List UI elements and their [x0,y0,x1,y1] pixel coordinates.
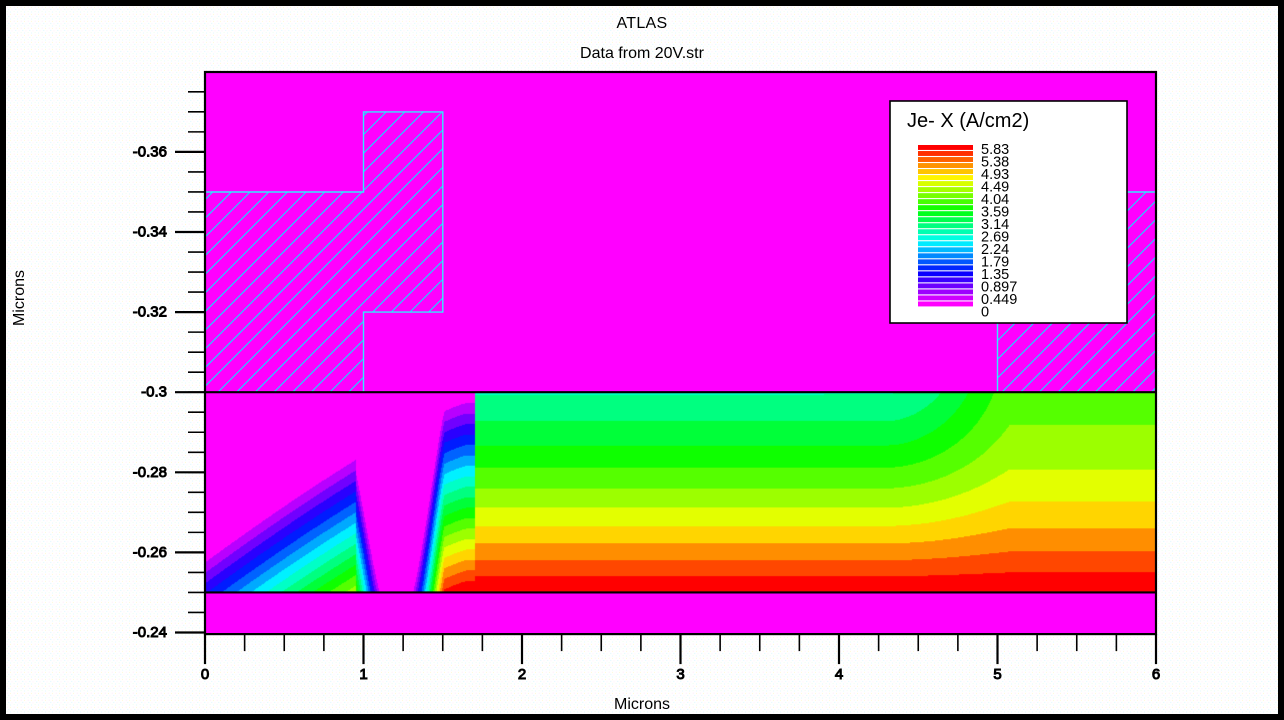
svg-text:3: 3 [676,666,684,683]
svg-text:5: 5 [993,666,1001,683]
svg-text:-0.24: -0.24 [133,624,167,641]
svg-text:-0.32: -0.32 [133,304,167,321]
svg-text:6: 6 [1152,666,1160,683]
svg-text:4: 4 [835,666,843,683]
svg-text:0: 0 [981,305,989,321]
svg-text:-0.26: -0.26 [133,544,167,561]
svg-text:-0.3: -0.3 [141,384,167,401]
svg-text:-0.36: -0.36 [133,143,167,160]
svg-text:2: 2 [518,666,526,683]
svg-text:-0.28: -0.28 [133,464,167,481]
svg-text:-0.34: -0.34 [133,224,167,241]
svg-text:Je- X (A/cm2): Je- X (A/cm2) [907,110,1029,132]
svg-text:1: 1 [359,666,367,683]
svg-text:0: 0 [201,666,209,683]
